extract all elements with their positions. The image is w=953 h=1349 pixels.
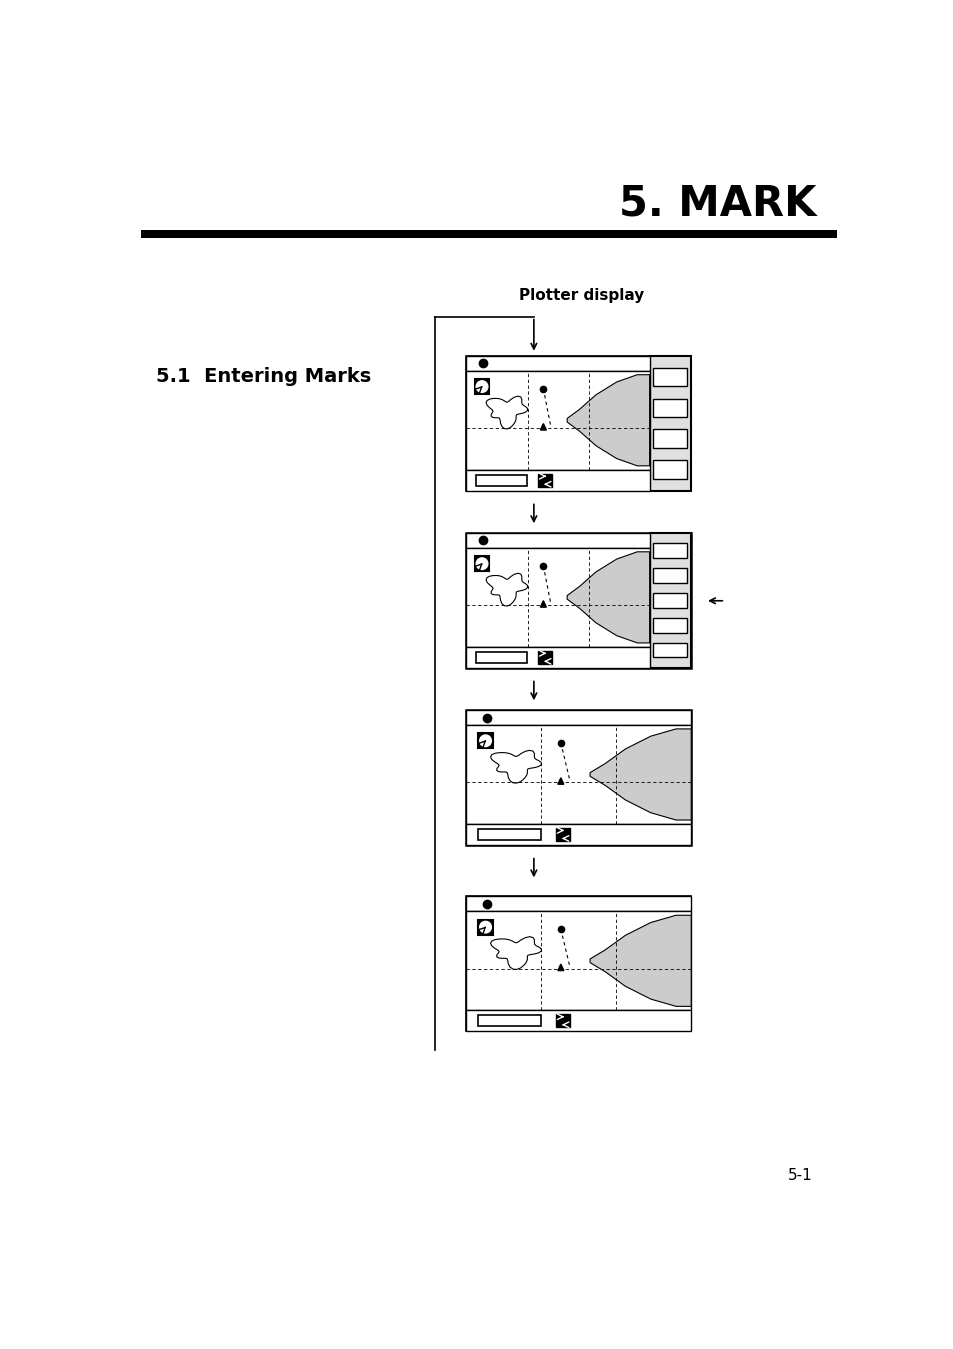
Bar <box>653 618 687 633</box>
Bar <box>653 568 687 583</box>
Bar <box>466 897 691 912</box>
Polygon shape <box>590 915 691 1006</box>
Bar <box>653 544 687 558</box>
Polygon shape <box>539 600 546 607</box>
Text: 5. MARK: 5. MARK <box>618 182 816 224</box>
Bar <box>653 594 687 608</box>
Polygon shape <box>567 552 649 643</box>
Bar <box>537 473 552 487</box>
Polygon shape <box>558 778 563 784</box>
Bar <box>653 398 687 417</box>
Bar <box>477 830 540 840</box>
Bar <box>466 371 649 469</box>
Bar <box>477 1016 540 1027</box>
Bar <box>466 356 691 491</box>
Bar <box>556 828 569 842</box>
Bar <box>649 533 691 668</box>
Bar <box>476 652 526 662</box>
Bar <box>474 379 489 394</box>
Bar <box>141 231 836 239</box>
Bar <box>466 533 691 668</box>
Text: 5-1: 5-1 <box>787 1168 812 1183</box>
Bar <box>466 824 691 844</box>
Polygon shape <box>567 375 649 465</box>
Circle shape <box>476 380 487 393</box>
Text: 5.1  Entering Marks: 5.1 Entering Marks <box>156 367 372 386</box>
Bar <box>466 912 691 1010</box>
Bar <box>466 648 649 668</box>
Polygon shape <box>558 965 563 970</box>
Circle shape <box>479 921 491 934</box>
Bar <box>653 367 687 386</box>
Bar <box>466 1010 691 1031</box>
Bar <box>466 724 691 824</box>
Bar <box>466 533 649 548</box>
Bar <box>466 897 691 1031</box>
Bar <box>476 475 526 486</box>
Bar <box>466 710 691 844</box>
Bar <box>466 469 649 491</box>
Bar <box>477 734 493 749</box>
Bar <box>466 548 649 648</box>
Bar <box>653 642 687 657</box>
Circle shape <box>476 558 487 569</box>
Bar <box>474 556 489 571</box>
Bar <box>653 429 687 448</box>
Bar <box>537 650 552 664</box>
Bar <box>649 356 691 491</box>
Bar <box>477 920 493 935</box>
Polygon shape <box>590 728 691 820</box>
Bar <box>466 710 691 724</box>
Circle shape <box>479 735 491 746</box>
Bar <box>556 1014 569 1028</box>
Polygon shape <box>539 424 546 430</box>
Bar <box>466 356 649 371</box>
Text: Plotter display: Plotter display <box>518 289 643 304</box>
Bar <box>653 460 687 479</box>
